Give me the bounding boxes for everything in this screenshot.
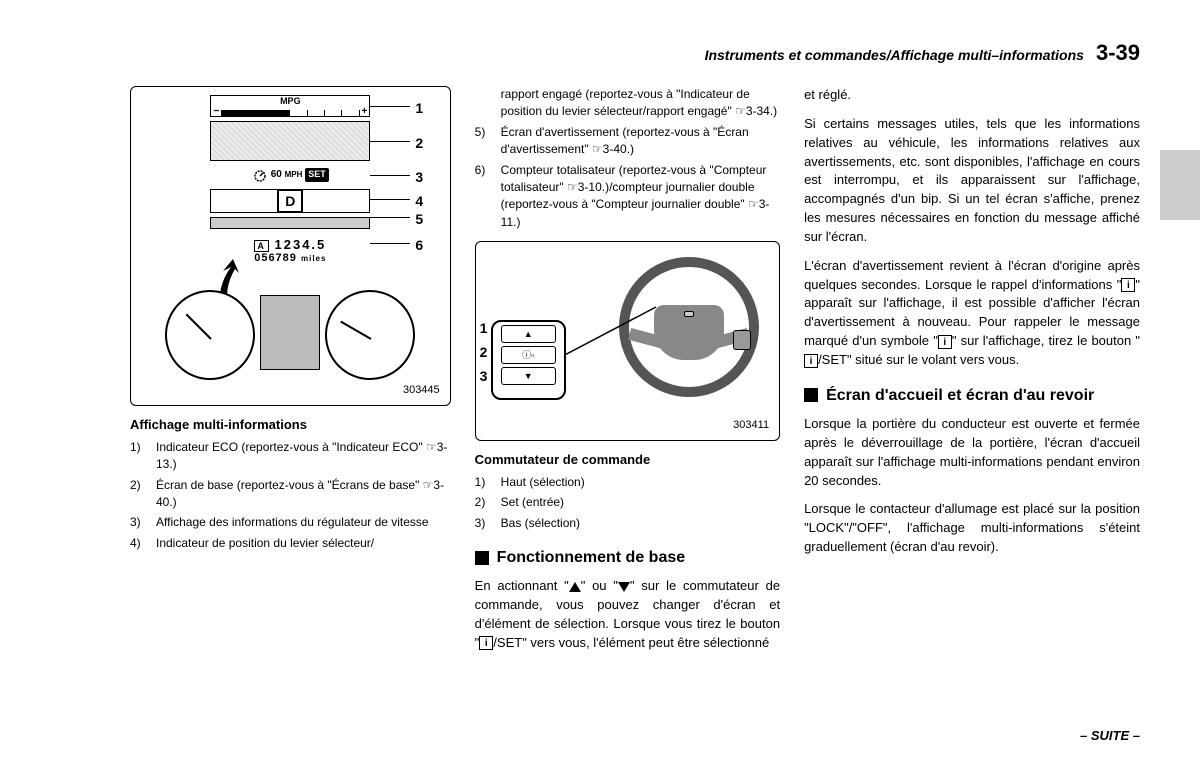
switch-detail: ▲ ⓘ▫ ▼ bbox=[491, 320, 566, 400]
gear-row: D bbox=[210, 189, 370, 213]
p2: Si certains messages utiles, tels que le… bbox=[804, 115, 1140, 247]
list-item: 4)Indicateur de position du levier sélec… bbox=[130, 535, 451, 552]
mpg-bar: − + bbox=[211, 109, 369, 117]
gauge-right bbox=[325, 290, 415, 380]
section-basic-op: Fonctionnement de base bbox=[475, 546, 780, 569]
list-item: 6)Compteur totalisateur (reportez-vous à… bbox=[475, 162, 780, 232]
center-display bbox=[260, 295, 320, 370]
gauge-left bbox=[165, 290, 255, 380]
info-icon: i bbox=[1121, 278, 1135, 292]
section1-title: Fonctionnement de base bbox=[497, 546, 685, 569]
wheel-hub bbox=[654, 305, 724, 360]
page-header: Instruments et commandes/Affichage multi… bbox=[130, 40, 1140, 66]
callout-w1: 1 bbox=[480, 318, 488, 338]
page-container: Instruments et commandes/Affichage multi… bbox=[0, 0, 1200, 693]
base-screen-row bbox=[210, 121, 370, 161]
wheel-switch-highlight bbox=[733, 330, 751, 350]
figure-cluster: MPG − + 60 MPH SET bbox=[130, 86, 451, 406]
callout-w2: 2 bbox=[480, 342, 488, 362]
section-marker-icon bbox=[804, 388, 818, 402]
list-item: 2)Écran de base (reportez-vous à "Écrans… bbox=[130, 477, 451, 512]
mpg-row: MPG − + bbox=[210, 95, 370, 117]
figure2-id: 303411 bbox=[733, 418, 769, 434]
list-item: rapport engagé (reportez-vous à "Indicat… bbox=[475, 86, 780, 121]
callout-line bbox=[561, 302, 661, 362]
info-icon: i bbox=[938, 335, 952, 349]
cruise-unit: MPH bbox=[285, 169, 303, 181]
list-item: 3)Bas (sélection) bbox=[475, 515, 780, 532]
column-1: MPG − + 60 MPH SET bbox=[130, 86, 451, 663]
figure1-id: 303445 bbox=[403, 383, 440, 399]
p1: et réglé. bbox=[804, 86, 1140, 105]
callout-3: 3 bbox=[415, 167, 423, 187]
gauge-cluster bbox=[165, 290, 415, 375]
column-layout: MPG − + 60 MPH SET bbox=[130, 86, 1140, 663]
list-item: 5)Écran d'avertissement (reportez-vous à… bbox=[475, 124, 780, 159]
cruise-icon bbox=[252, 168, 268, 182]
p4: Lorsque la portière du conducteur est ou… bbox=[804, 415, 1140, 490]
switch-set: ⓘ▫ bbox=[501, 346, 556, 364]
continuation-marker: – SUITE – bbox=[1080, 728, 1140, 743]
section1-body: En actionnant "" ou "" sur le commutateu… bbox=[475, 577, 780, 652]
list-item: 2)Set (entrée) bbox=[475, 494, 780, 511]
list-item: 1)Haut (sélection) bbox=[475, 474, 780, 491]
page-number: 3-39 bbox=[1096, 40, 1140, 66]
p3: L'écran d'avertissement revient à l'écra… bbox=[804, 257, 1140, 370]
callout-w3: 3 bbox=[480, 366, 488, 386]
mpg-label: MPG bbox=[280, 95, 301, 108]
section2-title: Écran d'accueil et écran d'au revoir bbox=[826, 384, 1094, 407]
triangle-down-icon bbox=[618, 582, 630, 592]
thumb-tab bbox=[1160, 150, 1200, 220]
cruise-speed: 60 bbox=[271, 168, 282, 183]
callout-5: 5 bbox=[415, 209, 423, 229]
list-item: 1)Indicateur ECO (reportez-vous à "Indic… bbox=[130, 439, 451, 474]
column-2: rapport engagé (reportez-vous à "Indicat… bbox=[475, 86, 780, 663]
p5: Lorsque le contacteur d'allumage est pla… bbox=[804, 500, 1140, 557]
callout-1: 1 bbox=[415, 98, 423, 118]
gear-indicator: D bbox=[277, 189, 303, 213]
trip-reading: A 1234.5 bbox=[254, 237, 326, 253]
cruise-set: SET bbox=[305, 168, 329, 181]
callout-6: 6 bbox=[415, 235, 423, 255]
logo-badge bbox=[684, 311, 694, 317]
display-stack: MPG − + 60 MPH SET bbox=[210, 95, 370, 269]
switch-up: ▲ bbox=[501, 325, 556, 343]
column-3: et réglé. Si certains messages utiles, t… bbox=[804, 86, 1140, 663]
section-welcome: Écran d'accueil et écran d'au revoir bbox=[804, 384, 1140, 407]
section-marker-icon bbox=[475, 551, 489, 565]
figure1-caption: Affichage multi-informations bbox=[130, 416, 451, 435]
info-icon: i bbox=[804, 354, 818, 368]
odo-reading: 056789 miles bbox=[254, 252, 326, 265]
callout-2: 2 bbox=[415, 133, 423, 153]
figure2-caption: Commutateur de commande bbox=[475, 451, 780, 470]
triangle-up-icon bbox=[569, 582, 581, 592]
cruise-row: 60 MPH SET bbox=[210, 165, 370, 185]
warning-bar-row bbox=[210, 217, 370, 229]
switch-down: ▼ bbox=[501, 367, 556, 385]
list-item: 3)Affichage des informations du régulate… bbox=[130, 514, 451, 531]
figure-wheel: ▲ ⓘ▫ ▼ 1 2 3 303411 bbox=[475, 241, 780, 441]
header-title: Instruments et commandes/Affichage multi… bbox=[705, 47, 1084, 63]
info-icon: i bbox=[479, 636, 493, 650]
